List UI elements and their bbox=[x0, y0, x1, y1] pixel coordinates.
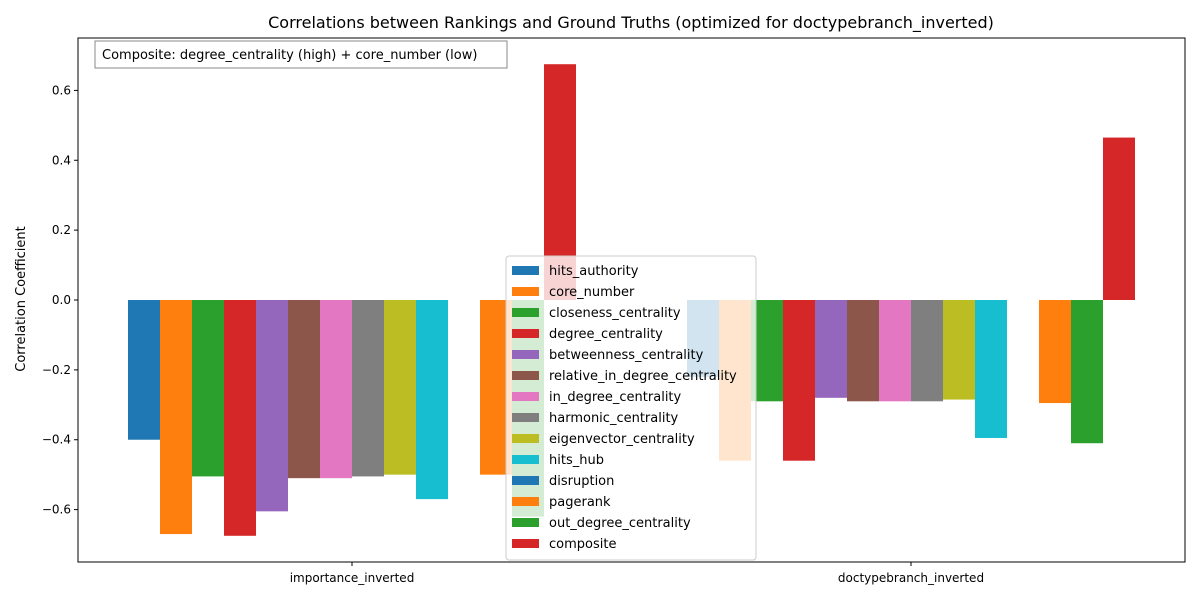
legend-label-disruption: disruption bbox=[549, 474, 614, 489]
legend-label-hits_authority: hits_authority bbox=[549, 264, 639, 279]
legend-label-out_degree_centrality: out_degree_centrality bbox=[549, 516, 691, 531]
y-tick-label: −0.2 bbox=[42, 363, 71, 377]
bar-betweenness_centrality-doctypebranch_inverted bbox=[815, 300, 847, 398]
bar-core_number-importance_inverted bbox=[160, 300, 192, 535]
legend-label-closeness_centrality: closeness_centrality bbox=[549, 306, 681, 321]
legend-swatch-pagerank bbox=[512, 497, 539, 506]
legend-label-pagerank: pagerank bbox=[549, 495, 611, 510]
legend-label-degree_centrality: degree_centrality bbox=[549, 327, 663, 342]
bar-in_degree_centrality-doctypebranch_inverted bbox=[879, 300, 911, 402]
y-tick-label: 0.2 bbox=[52, 223, 71, 237]
bar-eigenvector_centrality-importance_inverted bbox=[384, 300, 416, 475]
chart-title: Correlations between Rankings and Ground… bbox=[268, 13, 994, 33]
annotation-text: Composite: degree_centrality (high) + co… bbox=[102, 48, 477, 63]
legend-swatch-hits_authority bbox=[512, 266, 539, 275]
y-tick-label: 0.0 bbox=[52, 293, 71, 307]
bar-in_degree_centrality-importance_inverted bbox=[320, 300, 352, 479]
legend-swatch-closeness_centrality bbox=[512, 308, 539, 317]
y-tick-label: −0.4 bbox=[42, 433, 71, 447]
bar-degree_centrality-doctypebranch_inverted bbox=[783, 300, 815, 461]
bar-harmonic_centrality-importance_inverted bbox=[352, 300, 384, 477]
y-axis-label: Correlation Coefficient bbox=[14, 226, 29, 372]
legend-swatch-harmonic_centrality bbox=[512, 413, 539, 422]
legend-swatch-composite bbox=[512, 539, 539, 548]
bar-relative_in_degree_centrality-doctypebranch_inverted bbox=[847, 300, 879, 402]
legend-swatch-relative_in_degree_centrality bbox=[512, 371, 539, 380]
legend-label-core_number: core_number bbox=[549, 285, 635, 300]
y-tick-label: 0.6 bbox=[52, 83, 71, 97]
legend-swatch-disruption bbox=[512, 476, 539, 485]
legend-swatch-in_degree_centrality bbox=[512, 392, 539, 401]
x-tick-label-importance_inverted: importance_inverted bbox=[290, 571, 415, 585]
legend-frame bbox=[505, 255, 757, 561]
x-tick-label-doctypebranch_inverted: doctypebranch_inverted bbox=[838, 571, 984, 585]
legend-swatch-hits_hub bbox=[512, 455, 539, 464]
legend-label-relative_in_degree_centrality: relative_in_degree_centrality bbox=[549, 369, 737, 384]
legend-swatch-degree_centrality bbox=[512, 329, 539, 338]
bar-hits_hub-importance_inverted bbox=[416, 300, 448, 500]
bar-degree_centrality-importance_inverted bbox=[224, 300, 256, 536]
legend-swatch-core_number bbox=[512, 287, 539, 296]
bar-out_degree_centrality-doctypebranch_inverted bbox=[1071, 300, 1103, 444]
bar-hits_authority-importance_inverted bbox=[128, 300, 160, 440]
axes-group: −0.6 −0.4 −0.2 0.0 0.2 0.4 0.6 importance_inver… bbox=[42, 37, 1186, 585]
legend-label-eigenvector_centrality: eigenvector_centrality bbox=[549, 432, 695, 447]
bar-hits_hub-doctypebranch_inverted bbox=[975, 300, 1007, 438]
y-tick-label: 0.4 bbox=[52, 153, 71, 167]
legend: hits_authority core_number closeness_centr… bbox=[505, 255, 757, 561]
legend-label-betweenness_centrality: betweenness_centrality bbox=[549, 348, 704, 363]
legend-swatch-betweenness_centrality bbox=[512, 350, 539, 359]
bar-relative_in_degree_centrality-importance_inverted bbox=[288, 300, 320, 479]
bar-closeness_centrality-importance_inverted bbox=[192, 300, 224, 477]
legend-label-hits_hub: hits_hub bbox=[549, 453, 604, 468]
legend-label-harmonic_centrality: harmonic_centrality bbox=[549, 411, 679, 426]
bar-harmonic_centrality-doctypebranch_inverted bbox=[911, 300, 943, 402]
bar-eigenvector_centrality-doctypebranch_inverted bbox=[943, 300, 975, 400]
bar-betweenness_centrality-importance_inverted bbox=[256, 300, 288, 512]
legend-label-composite: composite bbox=[549, 537, 616, 552]
legend-swatch-out_degree_centrality bbox=[512, 518, 539, 527]
bar-composite-doctypebranch_inverted bbox=[1103, 137, 1135, 300]
legend-label-in_degree_centrality: in_degree_centrality bbox=[549, 390, 682, 405]
legend-swatch-eigenvector_centrality bbox=[512, 434, 539, 443]
bar-pagerank-doctypebranch_inverted bbox=[1039, 300, 1071, 404]
y-tick-label: −0.6 bbox=[42, 503, 71, 517]
annotation-box: Composite: degree_centrality (high) + co… bbox=[94, 40, 508, 69]
